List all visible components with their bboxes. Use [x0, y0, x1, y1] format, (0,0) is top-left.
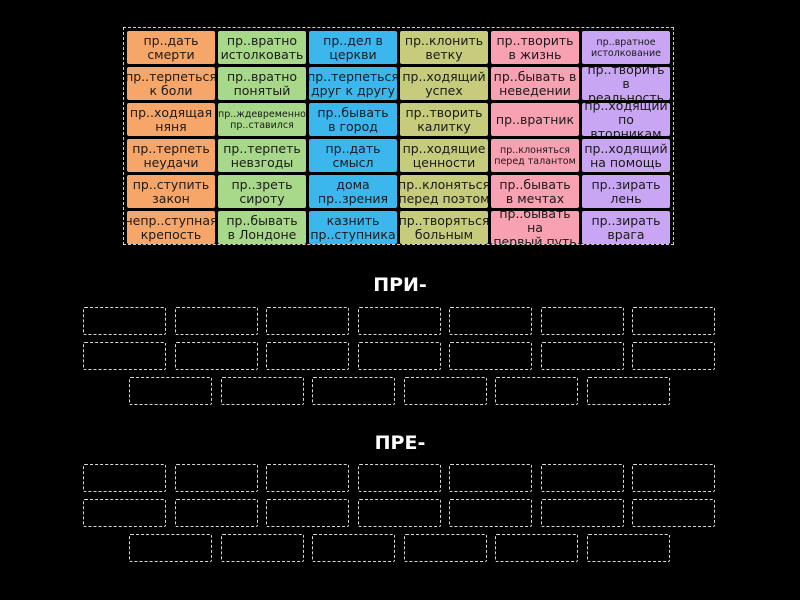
word-tile[interactable]: пр..зирать врага — [582, 211, 670, 244]
drop-slot[interactable] — [449, 499, 532, 527]
word-tile[interactable]: пр..ждевременно пр..ставился — [218, 103, 306, 136]
word-tile[interactable]: казнить пр..ступника — [309, 211, 397, 244]
drop-slot[interactable] — [357, 307, 441, 335]
drop-slot[interactable] — [129, 377, 212, 405]
drop-slot[interactable] — [449, 342, 532, 370]
drop-slot[interactable] — [83, 464, 166, 492]
word-tile[interactable]: пр..бывать в мечтах — [491, 175, 579, 208]
drop-slot[interactable] — [632, 307, 715, 335]
drop-slot[interactable] — [129, 534, 212, 562]
drop-slot[interactable] — [266, 307, 349, 335]
word-tile[interactable]: пр..дать смерти — [127, 31, 215, 64]
drop-slot[interactable] — [312, 377, 395, 405]
word-tile[interactable]: пр..терпеться к боли — [127, 67, 215, 100]
word-bank: пр..дать смерти пр..вратно истолковать пр.… — [123, 27, 674, 245]
word-tile[interactable]: пр..вратно истолковать — [218, 31, 306, 64]
word-tile[interactable]: дома пр..зрения — [309, 175, 397, 208]
drop-slot[interactable] — [632, 342, 715, 370]
drop-slot[interactable] — [403, 377, 487, 405]
drop-slot[interactable] — [83, 342, 166, 370]
drop-slot[interactable] — [266, 464, 349, 492]
word-tile[interactable]: пр..ходящий успех — [400, 67, 488, 100]
word-tile[interactable]: пр..клоняться перед талантом — [491, 139, 579, 172]
drop-slot[interactable] — [174, 499, 258, 527]
drop-slot[interactable] — [586, 534, 670, 562]
word-tile[interactable]: пр..ходящие ценности — [400, 139, 488, 172]
word-tile[interactable]: пр..клоняться перед поэтом — [400, 175, 488, 208]
drop-slot[interactable] — [495, 534, 578, 562]
word-tile[interactable]: пр..творяться больным — [400, 211, 488, 244]
word-tile[interactable]: пр..бывать в Лондоне — [218, 211, 306, 244]
drop-slot[interactable] — [357, 499, 441, 527]
group-title-pre: ПРЕ- — [374, 432, 426, 454]
word-tile[interactable]: пр..творить в реальность — [582, 67, 670, 100]
drop-slot[interactable] — [83, 499, 166, 527]
word-tile[interactable]: непр..ступная крепость — [127, 211, 215, 244]
word-tile[interactable]: пр..ходящий на помощь — [582, 139, 670, 172]
drop-slot[interactable] — [495, 377, 578, 405]
word-tile[interactable]: пр..дать смысл — [309, 139, 397, 172]
drop-slot[interactable] — [632, 464, 715, 492]
word-tile[interactable]: пр..творить калитку — [400, 103, 488, 136]
drop-slot[interactable] — [220, 534, 304, 562]
drop-slot[interactable] — [540, 464, 624, 492]
word-tile[interactable]: пр..бывать в неведении — [491, 67, 579, 100]
word-tile[interactable]: пр..зирать лень — [582, 175, 670, 208]
tile-grid: пр..дать смерти пр..вратно истолковать пр.… — [127, 31, 670, 244]
drop-slot[interactable] — [220, 377, 304, 405]
group-title-pri: ПРИ- — [373, 274, 427, 296]
drop-slot[interactable] — [174, 342, 258, 370]
drop-slot[interactable] — [540, 342, 624, 370]
drop-slot[interactable] — [357, 342, 441, 370]
drop-slot[interactable] — [266, 499, 349, 527]
drop-slot[interactable] — [312, 534, 395, 562]
word-tile[interactable]: пр..зреть сироту — [218, 175, 306, 208]
word-tile[interactable]: пр..терпеть неудачи — [127, 139, 215, 172]
word-tile[interactable]: пр..бывать на первый путь — [491, 211, 579, 244]
drop-slot[interactable] — [174, 464, 258, 492]
drop-slot[interactable] — [83, 307, 166, 335]
word-tile[interactable]: пр..вратник — [491, 103, 579, 136]
drop-slot[interactable] — [540, 499, 624, 527]
drop-slot[interactable] — [266, 342, 349, 370]
word-tile[interactable]: пр..творить в жизнь — [491, 31, 579, 64]
drop-slot[interactable] — [174, 307, 258, 335]
word-tile[interactable]: пр..дел в церкви — [309, 31, 397, 64]
drop-slot[interactable] — [403, 534, 487, 562]
drop-slot[interactable] — [449, 464, 532, 492]
word-tile[interactable]: пр..ходящая няня — [127, 103, 215, 136]
word-tile[interactable]: пр..терпеться друг к другу — [309, 67, 397, 100]
word-tile[interactable]: пр..клонить ветку — [400, 31, 488, 64]
word-tile[interactable]: пр..вратно понятый — [218, 67, 306, 100]
drop-slot[interactable] — [357, 464, 441, 492]
drop-slot[interactable] — [586, 377, 670, 405]
word-tile[interactable]: пр..терпеть невзгоды — [218, 139, 306, 172]
word-tile[interactable]: пр..бывать в город — [309, 103, 397, 136]
word-tile[interactable]: пр..ступить закон — [127, 175, 215, 208]
drop-slot[interactable] — [540, 307, 624, 335]
drop-slot[interactable] — [632, 499, 715, 527]
drop-slot[interactable] — [449, 307, 532, 335]
word-tile[interactable]: пр..ходящий по вторникам — [582, 103, 670, 136]
word-tile[interactable]: пр..вратное истолкование — [582, 31, 670, 64]
